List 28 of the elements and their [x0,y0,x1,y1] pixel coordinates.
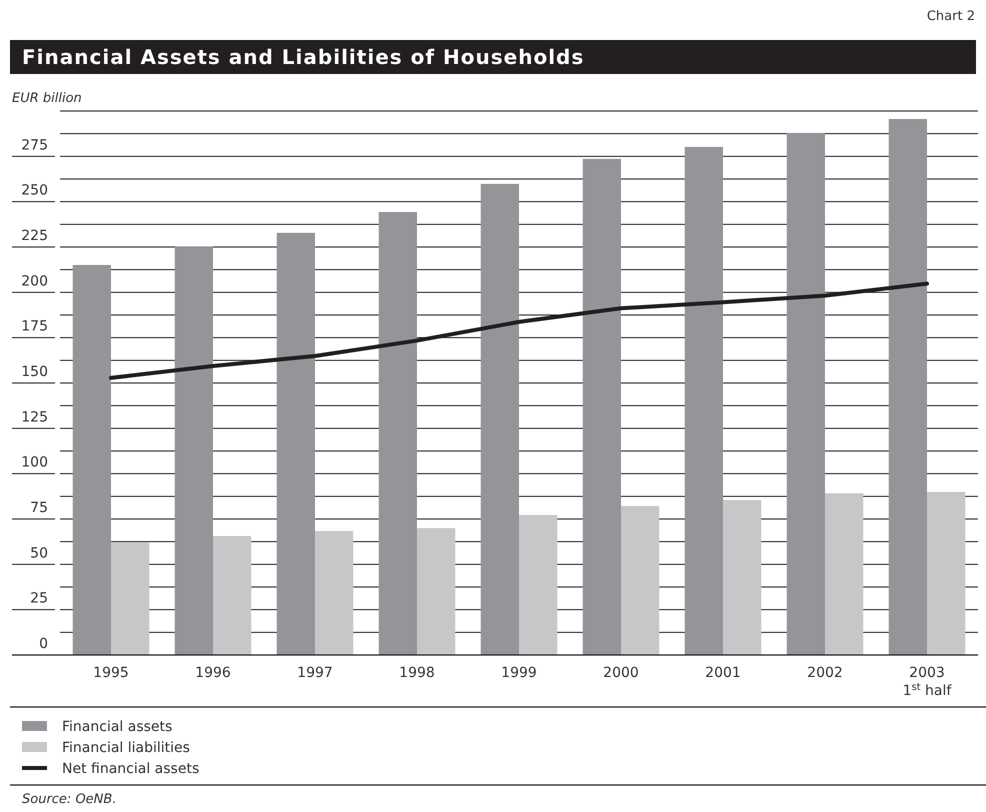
y-axis-title: EUR billion [12,91,82,106]
caption: Chart 2 [926,9,975,24]
x-tick-label: 1997 [297,665,333,681]
y-tick-label: 250 [21,182,48,199]
y-tick-label: 275 [21,137,48,154]
x-tick-label: 1998 [399,665,435,681]
y-tick-label: 100 [21,454,48,471]
y-tick-label: 50 [30,545,48,562]
x-tick-label: 2002 [807,665,843,681]
y-tick-label: 25 [30,590,48,607]
y-tick-label: 200 [21,273,48,290]
y-tick-label: 75 [30,500,48,516]
legend-label: Financial assets [62,719,172,735]
x-tick-label: 1996 [195,665,231,681]
y-tick-label: 0 [39,636,48,652]
chart-title: Financial Assets and Liabilities of Households [22,45,584,69]
y-tick-label: 175 [21,318,48,335]
legend-label: Net financial assets [62,761,200,777]
x-tick-label: 1995 [93,665,129,681]
source-note: Source: OeNB. [22,792,116,807]
x-tick-label: 2001 [705,665,741,681]
x-tick-label: 1999 [501,665,537,681]
legend-label: Financial liabilities [62,740,190,756]
y-tick-label: 125 [21,409,48,426]
x-tick-label: 2003 1$^{st}$ half [902,665,952,699]
x-tick-label: 2000 [603,665,639,681]
y-tick-label: 150 [21,364,48,380]
y-tick-label: 225 [21,228,48,244]
